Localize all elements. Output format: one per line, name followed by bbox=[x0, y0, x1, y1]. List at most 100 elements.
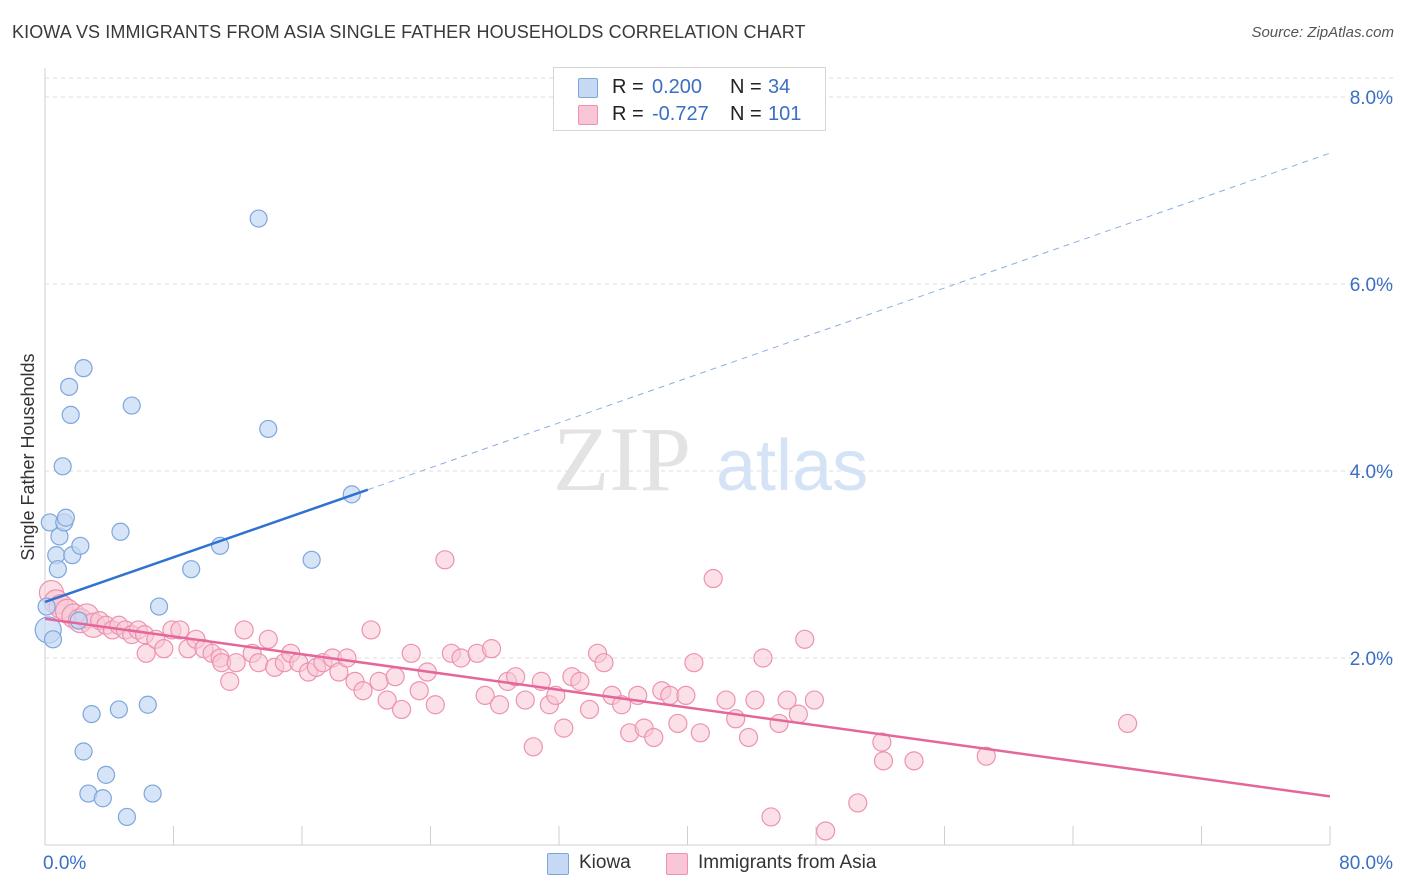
asia-point bbox=[676, 685, 696, 706]
asia-point bbox=[570, 671, 590, 691]
asia-point bbox=[1118, 713, 1138, 734]
trend-lines bbox=[44, 152, 1331, 798]
asia-trend-line bbox=[44, 617, 1331, 798]
asia-point bbox=[401, 643, 421, 663]
asia-point bbox=[451, 648, 471, 668]
asia-point bbox=[353, 681, 373, 701]
asia-point bbox=[523, 737, 543, 757]
kiowa-point bbox=[259, 419, 278, 439]
axis-labels: 2.0% 4.0% 6.0% 8.0% 0.0% 80.0% Single Father H… bbox=[18, 88, 1393, 874]
asia-points bbox=[38, 550, 1138, 841]
asia-point bbox=[848, 793, 868, 813]
asia-point bbox=[872, 732, 892, 752]
legend-r-label: R = bbox=[612, 76, 644, 98]
asia-point bbox=[745, 690, 765, 710]
chart-title: KIOWA VS IMMIGRANTS FROM ASIA SINGLE FAT… bbox=[12, 22, 806, 42]
bottom-swatch-kiowa bbox=[547, 853, 569, 875]
kiowa-trend-line bbox=[44, 488, 369, 604]
asia-point bbox=[475, 685, 495, 706]
bottom-legend-label: Immigrants from Asia bbox=[698, 852, 877, 873]
kiowa-point bbox=[109, 700, 128, 719]
asia-point bbox=[435, 550, 455, 570]
kiowa-point bbox=[74, 359, 93, 378]
legend-n-label: N = bbox=[730, 76, 762, 98]
watermark-atlas: atlas bbox=[716, 426, 868, 506]
kiowa-point bbox=[61, 405, 80, 424]
bottom-legend-label: Kiowa bbox=[579, 852, 631, 873]
y-axis-title: Single Father Households bbox=[18, 353, 38, 560]
asia-point bbox=[337, 648, 357, 668]
axes bbox=[44, 68, 1331, 846]
legend-n-label: N = bbox=[730, 103, 762, 125]
kiowa-point bbox=[149, 597, 169, 616]
kiowa-point bbox=[69, 611, 88, 630]
kiowa-point bbox=[48, 560, 67, 579]
kiowa-point bbox=[96, 765, 116, 784]
asia-point bbox=[409, 681, 429, 701]
asia-point bbox=[777, 690, 797, 710]
bottom-swatch-asia bbox=[666, 853, 688, 875]
y-tick-label: 4.0% bbox=[1350, 462, 1393, 483]
asia-point bbox=[154, 639, 174, 659]
asia-point bbox=[788, 704, 808, 724]
kiowa-points bbox=[34, 209, 361, 827]
asia-point bbox=[249, 653, 269, 673]
kiowa-point bbox=[249, 209, 268, 228]
asia-point bbox=[761, 807, 781, 827]
asia-point bbox=[804, 690, 824, 710]
asia-point bbox=[873, 751, 894, 771]
asia-point bbox=[220, 671, 240, 691]
asia-point bbox=[481, 639, 502, 659]
correlation-legend: R = 0.200 N = 34 R = -0.727 N = 101 bbox=[553, 67, 826, 131]
kiowa-point bbox=[122, 396, 141, 415]
asia-point bbox=[385, 667, 405, 687]
kiowa-point bbox=[71, 536, 90, 555]
asia-point bbox=[716, 690, 736, 710]
asia-point bbox=[690, 723, 710, 743]
asia-point bbox=[738, 727, 759, 748]
kiowa-point bbox=[117, 807, 137, 827]
asia-point bbox=[668, 713, 688, 734]
asia-point bbox=[769, 713, 789, 734]
asia-point bbox=[554, 718, 574, 738]
watermark-zip: ZIP bbox=[553, 408, 691, 510]
asia-point bbox=[660, 685, 680, 706]
legend-r-value: -0.727 bbox=[652, 103, 709, 125]
kiowa-trend-extension bbox=[367, 152, 1331, 491]
kiowa-point bbox=[111, 522, 130, 541]
asia-point bbox=[594, 653, 614, 673]
y-tick-label: 8.0% bbox=[1350, 88, 1393, 109]
asia-point bbox=[361, 620, 381, 640]
gridlines bbox=[45, 77, 1395, 659]
kiowa-point bbox=[37, 597, 56, 616]
asia-point bbox=[579, 699, 600, 720]
kiowa-point bbox=[56, 508, 75, 527]
legend-r-value: 0.200 bbox=[652, 76, 703, 98]
asia-point bbox=[515, 690, 535, 710]
kiowa-point bbox=[143, 784, 162, 803]
asia-point bbox=[703, 568, 723, 589]
asia-point bbox=[976, 746, 996, 766]
asia-point bbox=[391, 699, 412, 720]
x-tick-label: 80.0% bbox=[1339, 853, 1393, 874]
asia-point bbox=[644, 727, 664, 748]
asia-point bbox=[234, 620, 254, 640]
kiowa-point bbox=[53, 457, 72, 476]
legend-r-label: R = bbox=[612, 103, 644, 125]
kiowa-point bbox=[138, 695, 157, 714]
asia-point bbox=[226, 653, 246, 673]
kiowa-point bbox=[82, 704, 101, 724]
asia-point bbox=[684, 653, 704, 673]
legend-n-value: 34 bbox=[768, 76, 791, 98]
legend-n-value: 101 bbox=[768, 103, 802, 125]
asia-point bbox=[506, 667, 526, 687]
legend-swatch-kiowa bbox=[578, 78, 598, 98]
source-credit: Source: ZipAtlas.com bbox=[1251, 24, 1394, 41]
asia-point bbox=[489, 695, 510, 715]
asia-point bbox=[258, 629, 278, 649]
kiowa-point bbox=[93, 789, 112, 808]
kiowa-point bbox=[302, 550, 321, 569]
asia-point bbox=[377, 690, 397, 710]
asia-point bbox=[369, 671, 389, 691]
